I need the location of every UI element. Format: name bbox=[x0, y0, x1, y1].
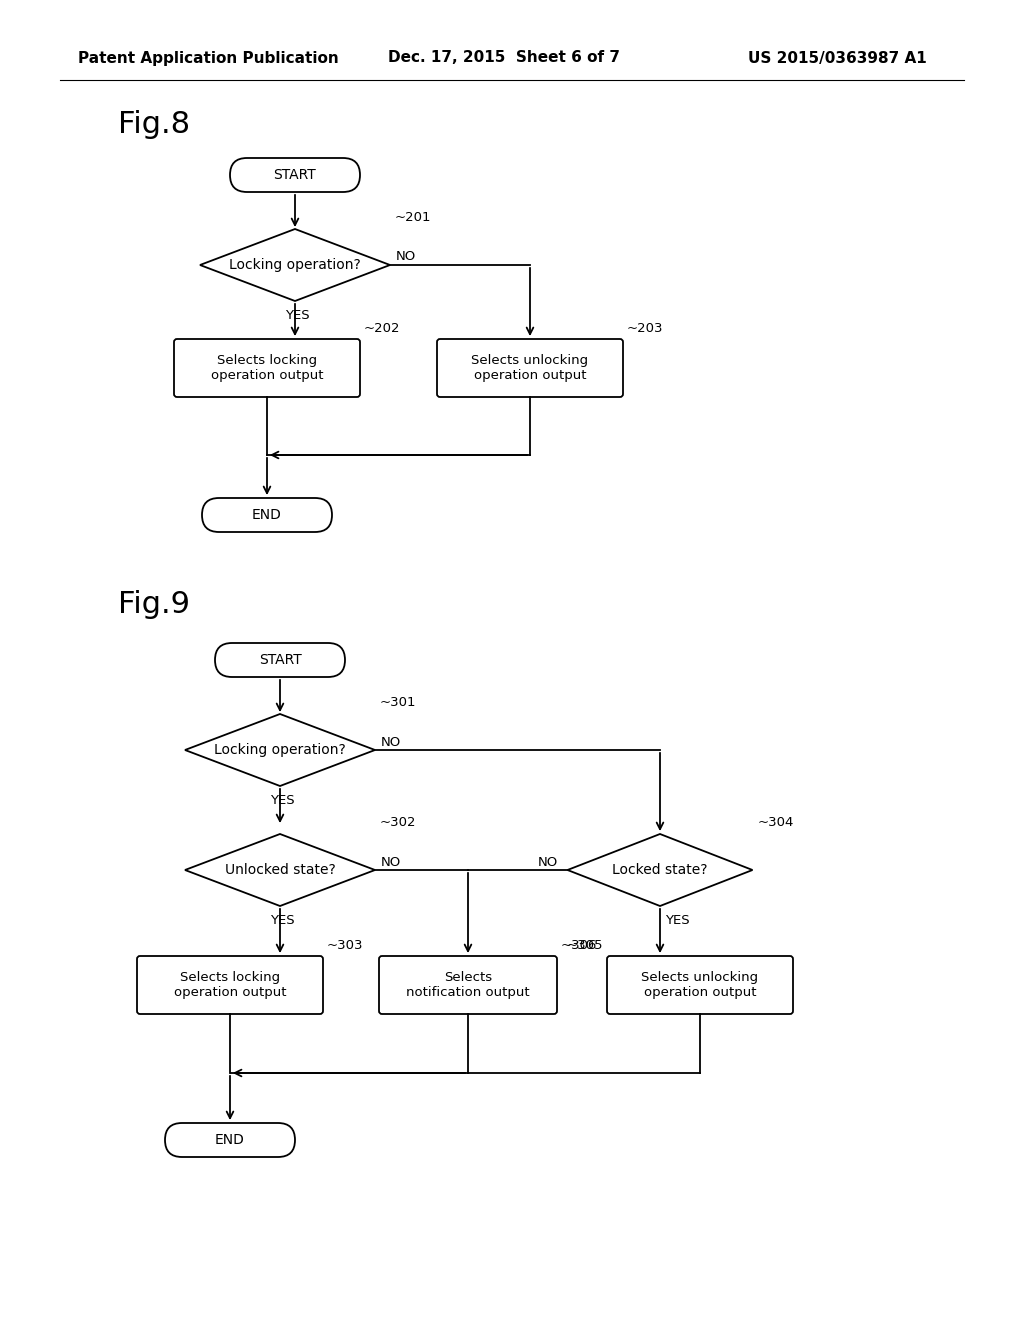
Text: NO: NO bbox=[538, 855, 558, 869]
FancyBboxPatch shape bbox=[437, 339, 623, 397]
Text: ~202: ~202 bbox=[364, 322, 400, 335]
Text: NO: NO bbox=[381, 735, 401, 748]
Polygon shape bbox=[567, 834, 753, 906]
Text: ~305: ~305 bbox=[566, 939, 603, 952]
Text: NO: NO bbox=[381, 855, 401, 869]
Text: ~306: ~306 bbox=[561, 939, 597, 952]
Text: START: START bbox=[259, 653, 301, 667]
Text: Selects locking
operation output: Selects locking operation output bbox=[211, 354, 324, 381]
FancyBboxPatch shape bbox=[202, 498, 332, 532]
Text: YES: YES bbox=[665, 913, 689, 927]
Text: US 2015/0363987 A1: US 2015/0363987 A1 bbox=[748, 50, 927, 66]
FancyBboxPatch shape bbox=[174, 339, 360, 397]
Text: ~301: ~301 bbox=[380, 696, 417, 709]
Text: Selects locking
operation output: Selects locking operation output bbox=[174, 972, 287, 999]
Text: Selects
notification output: Selects notification output bbox=[407, 972, 529, 999]
Text: Selects unlocking
operation output: Selects unlocking operation output bbox=[471, 354, 589, 381]
Text: Fig.8: Fig.8 bbox=[118, 110, 190, 139]
FancyBboxPatch shape bbox=[230, 158, 360, 191]
Text: Fig.9: Fig.9 bbox=[118, 590, 190, 619]
Polygon shape bbox=[185, 714, 375, 785]
Polygon shape bbox=[200, 228, 390, 301]
Text: YES: YES bbox=[285, 309, 309, 322]
Text: Patent Application Publication: Patent Application Publication bbox=[78, 50, 339, 66]
Text: ~201: ~201 bbox=[395, 211, 431, 224]
Text: NO: NO bbox=[396, 251, 416, 264]
Text: END: END bbox=[215, 1133, 245, 1147]
Text: ~304: ~304 bbox=[758, 816, 794, 829]
Polygon shape bbox=[185, 834, 375, 906]
FancyBboxPatch shape bbox=[379, 956, 557, 1014]
FancyBboxPatch shape bbox=[607, 956, 793, 1014]
Text: END: END bbox=[252, 508, 282, 521]
FancyBboxPatch shape bbox=[165, 1123, 295, 1158]
Text: YES: YES bbox=[270, 795, 295, 807]
FancyBboxPatch shape bbox=[215, 643, 345, 677]
Text: Dec. 17, 2015  Sheet 6 of 7: Dec. 17, 2015 Sheet 6 of 7 bbox=[388, 50, 620, 66]
Text: ~303: ~303 bbox=[327, 939, 364, 952]
Text: Locking operation?: Locking operation? bbox=[229, 257, 360, 272]
Text: ~203: ~203 bbox=[627, 322, 664, 335]
Text: Selects unlocking
operation output: Selects unlocking operation output bbox=[641, 972, 759, 999]
Text: Locked state?: Locked state? bbox=[612, 863, 708, 876]
FancyBboxPatch shape bbox=[137, 956, 323, 1014]
Text: Locking operation?: Locking operation? bbox=[214, 743, 346, 756]
Text: ~302: ~302 bbox=[380, 816, 417, 829]
Text: Unlocked state?: Unlocked state? bbox=[224, 863, 336, 876]
Text: START: START bbox=[273, 168, 316, 182]
Text: YES: YES bbox=[270, 913, 295, 927]
